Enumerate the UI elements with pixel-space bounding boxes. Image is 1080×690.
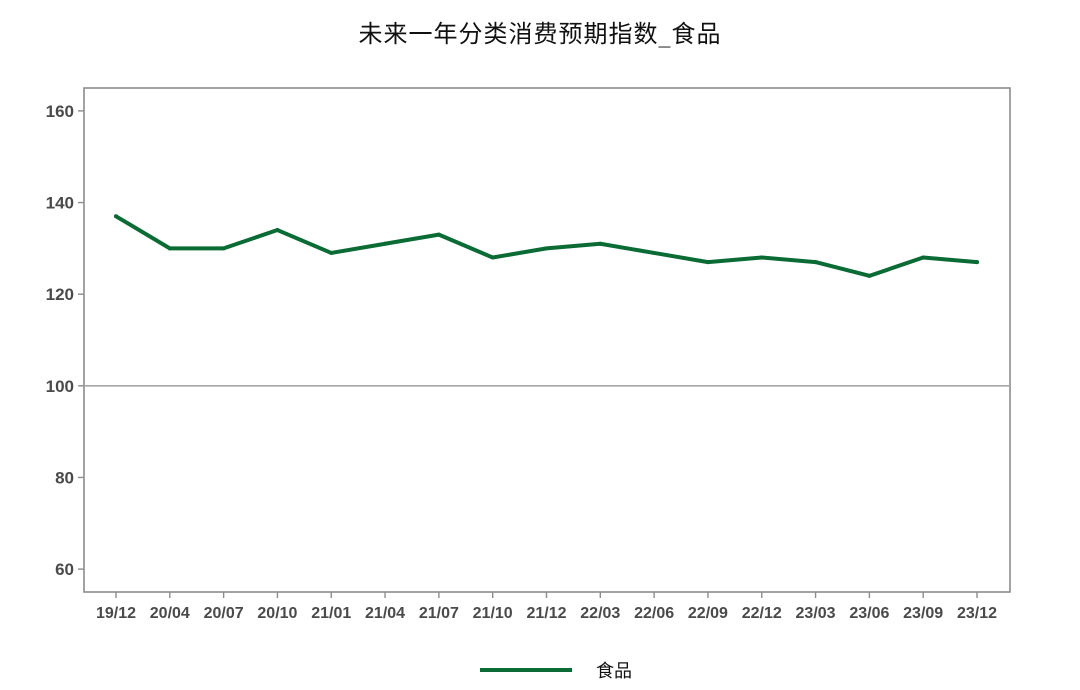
x-tick-label: 20/10	[257, 605, 297, 622]
x-tick-label: 19/12	[96, 605, 136, 622]
data-point	[652, 250, 657, 255]
data-point	[813, 260, 818, 265]
x-tick-label: 21/10	[473, 605, 513, 622]
data-point	[221, 246, 226, 251]
y-tick-label: 120	[46, 285, 74, 304]
x-tick-label: 22/03	[580, 605, 620, 622]
y-tick-label: 80	[55, 468, 74, 487]
series-line	[114, 214, 979, 278]
x-tick-label: 23/06	[849, 605, 889, 622]
y-tick-label: 140	[46, 194, 74, 213]
x-tick-label: 22/09	[688, 605, 728, 622]
y-tick-label: 100	[46, 377, 74, 396]
data-point	[436, 232, 441, 237]
data-point	[275, 228, 280, 233]
x-tick-label: 20/07	[204, 605, 244, 622]
x-tick-label: 23/12	[957, 605, 997, 622]
series-layer	[114, 214, 979, 278]
legend: 食品	[480, 661, 632, 682]
data-point	[329, 250, 334, 255]
chart-title: 未来一年分类消费预期指数_食品	[358, 20, 722, 48]
data-point	[167, 246, 172, 251]
data-point	[705, 260, 710, 265]
data-point	[975, 260, 979, 265]
plot-frame	[83, 87, 1011, 593]
y-tick-label: 60	[55, 560, 74, 579]
x-tick-label: 23/03	[796, 605, 836, 622]
data-point	[114, 214, 118, 219]
x-tick-label: 21/01	[311, 605, 351, 622]
x-axis-ticks: 19/12 20/04 20/07 20/10 21/01 21/04 21/07 21/10…	[96, 592, 997, 622]
y-axis-ticks: 60 80 100 120 140 160	[46, 102, 84, 579]
x-tick-label: 21/04	[365, 605, 405, 622]
x-tick-label: 22/12	[742, 605, 782, 622]
legend-label: 食品	[596, 661, 632, 682]
x-tick-label: 21/07	[419, 605, 459, 622]
data-point	[921, 255, 926, 260]
y-tick-label: 160	[46, 102, 74, 121]
data-point	[544, 246, 549, 251]
data-point	[490, 255, 495, 260]
data-point	[867, 273, 872, 278]
x-tick-label: 22/06	[634, 605, 674, 622]
x-tick-label: 23/09	[903, 605, 943, 622]
x-tick-label: 21/12	[526, 605, 566, 622]
x-tick-label: 20/04	[150, 605, 190, 622]
data-point	[759, 255, 764, 260]
data-point	[383, 241, 388, 246]
data-point	[598, 241, 603, 246]
